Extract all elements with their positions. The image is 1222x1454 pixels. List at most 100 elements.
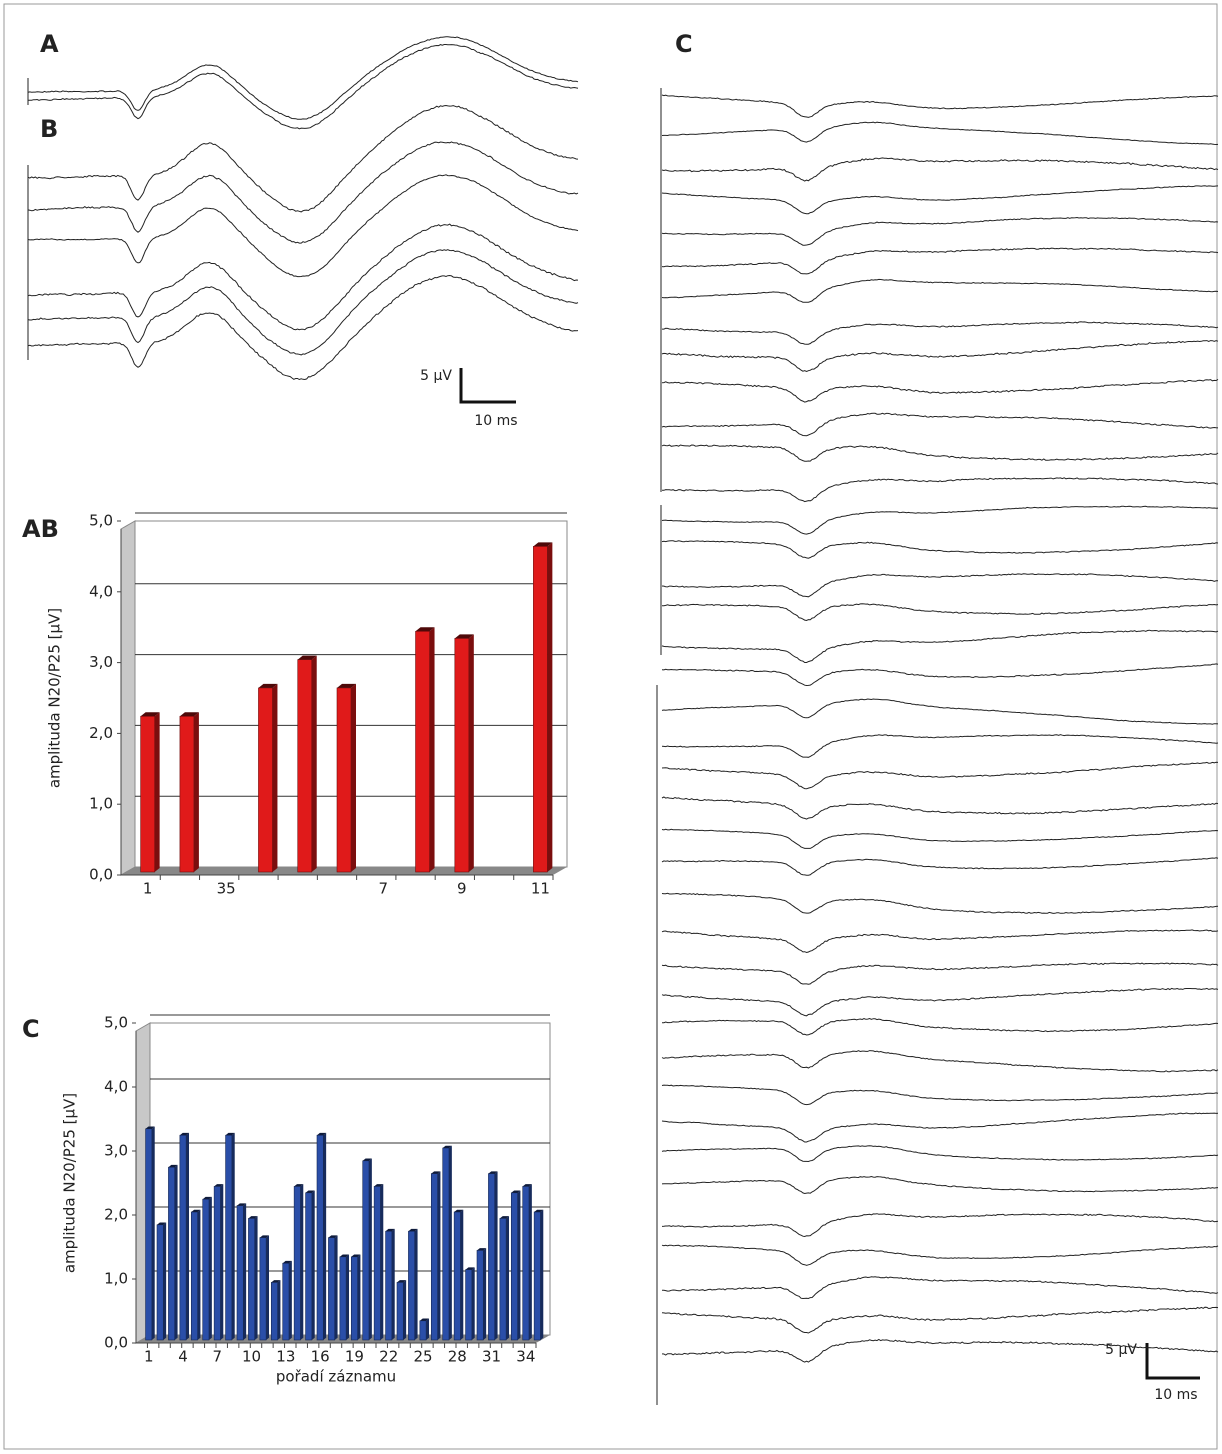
bar [248, 1218, 256, 1341]
bar-side [311, 1190, 315, 1340]
trace [661, 857, 1219, 876]
bar-top [419, 1318, 429, 1321]
bar-top [258, 683, 278, 688]
bar-top [259, 1235, 269, 1238]
bar-top [202, 1196, 212, 1200]
bar [510, 1192, 518, 1341]
trace [661, 987, 1219, 1017]
x-tick-label: 1 [144, 1348, 154, 1366]
x-axis-label: pořadí záznamu [276, 1368, 396, 1386]
bar-top [237, 1203, 247, 1206]
trace [27, 44, 579, 130]
bar-side [460, 1209, 464, 1340]
x-tick-label: 13 [276, 1348, 295, 1366]
trace [662, 477, 1219, 503]
trace [661, 828, 1219, 849]
bar-side [494, 1171, 498, 1340]
bar [190, 1211, 198, 1341]
trace [661, 247, 1219, 275]
bar-top [534, 1209, 544, 1212]
trace [661, 412, 1219, 437]
trace [662, 603, 1219, 622]
bar [465, 1269, 473, 1341]
bar [202, 1198, 210, 1341]
y-tick-label: 2,0 [89, 724, 113, 742]
bar-top [282, 1260, 292, 1264]
bar-top [522, 1184, 532, 1187]
x-tick-label: 28 [448, 1348, 467, 1366]
bar-side [266, 1235, 269, 1340]
trace [661, 1175, 1219, 1195]
x-tick-label: 7 [378, 880, 388, 898]
bar [336, 687, 352, 873]
bar-top [362, 1158, 372, 1161]
bar [442, 1147, 450, 1341]
bar-side [277, 1280, 281, 1340]
x-tick-label: 11 [531, 880, 550, 898]
bar [419, 1320, 427, 1341]
trace [661, 1213, 1219, 1238]
bar-side [334, 1235, 338, 1340]
bar-side [529, 1184, 532, 1340]
bar [225, 1134, 233, 1341]
bar-side [468, 634, 474, 872]
y-tick-label: 1,0 [104, 1270, 128, 1288]
trace [661, 629, 1219, 663]
trace [27, 36, 579, 120]
bar [305, 1192, 313, 1341]
bar-top [337, 683, 356, 688]
trace [661, 1276, 1219, 1300]
trace [27, 104, 579, 213]
scale-amplitude: 5 µV [420, 368, 452, 384]
bar [282, 1262, 290, 1341]
x-tick-label: 7 [213, 1348, 223, 1366]
bar [213, 1186, 221, 1341]
x-tick-label: 31 [482, 1348, 501, 1366]
y-tick-label: 5,0 [89, 512, 113, 530]
trace [661, 1145, 1219, 1163]
scale-bar [1145, 1343, 1200, 1380]
trace [661, 796, 1219, 820]
y-tick-label: 5,0 [104, 1014, 128, 1032]
bar-side [174, 1164, 178, 1340]
bar [488, 1173, 496, 1341]
trace [661, 378, 1219, 403]
bar-top [225, 1132, 235, 1136]
x-tick-label: 16 [311, 1348, 330, 1366]
bar [476, 1250, 484, 1341]
bar-side [403, 1280, 407, 1340]
bar-top [191, 1209, 201, 1212]
trace [662, 321, 1219, 345]
trace [661, 698, 1219, 725]
bar [350, 1256, 358, 1341]
trace [661, 761, 1219, 790]
bar-side [540, 1209, 544, 1340]
y-axis-label: amplituda N20/P25 [µV] [61, 1093, 79, 1273]
bar [156, 1224, 164, 1341]
bar-side [426, 1318, 429, 1340]
bar-top [351, 1254, 361, 1257]
bar [499, 1218, 507, 1341]
trace [661, 94, 1219, 118]
trace [661, 1017, 1219, 1036]
trace [661, 340, 1219, 373]
trace [661, 121, 1219, 146]
bar-side [471, 1267, 475, 1340]
x-tick-label: 1 [143, 880, 153, 898]
trace [27, 223, 579, 331]
y-tick-label: 0,0 [104, 1334, 128, 1352]
trace [661, 1338, 1219, 1363]
bar-side [547, 542, 553, 872]
bar-side [414, 1228, 418, 1340]
y-tick-label: 1,0 [89, 795, 113, 813]
trace [27, 141, 579, 244]
bar [373, 1186, 381, 1341]
trace [661, 444, 1219, 462]
bar-top [214, 1184, 224, 1187]
bar-side [154, 712, 160, 872]
bar-top [179, 712, 199, 717]
bar [396, 1282, 404, 1341]
x-tick-label: 10 [242, 1348, 261, 1366]
bar-top [317, 1132, 327, 1136]
bar-side [209, 1196, 212, 1340]
